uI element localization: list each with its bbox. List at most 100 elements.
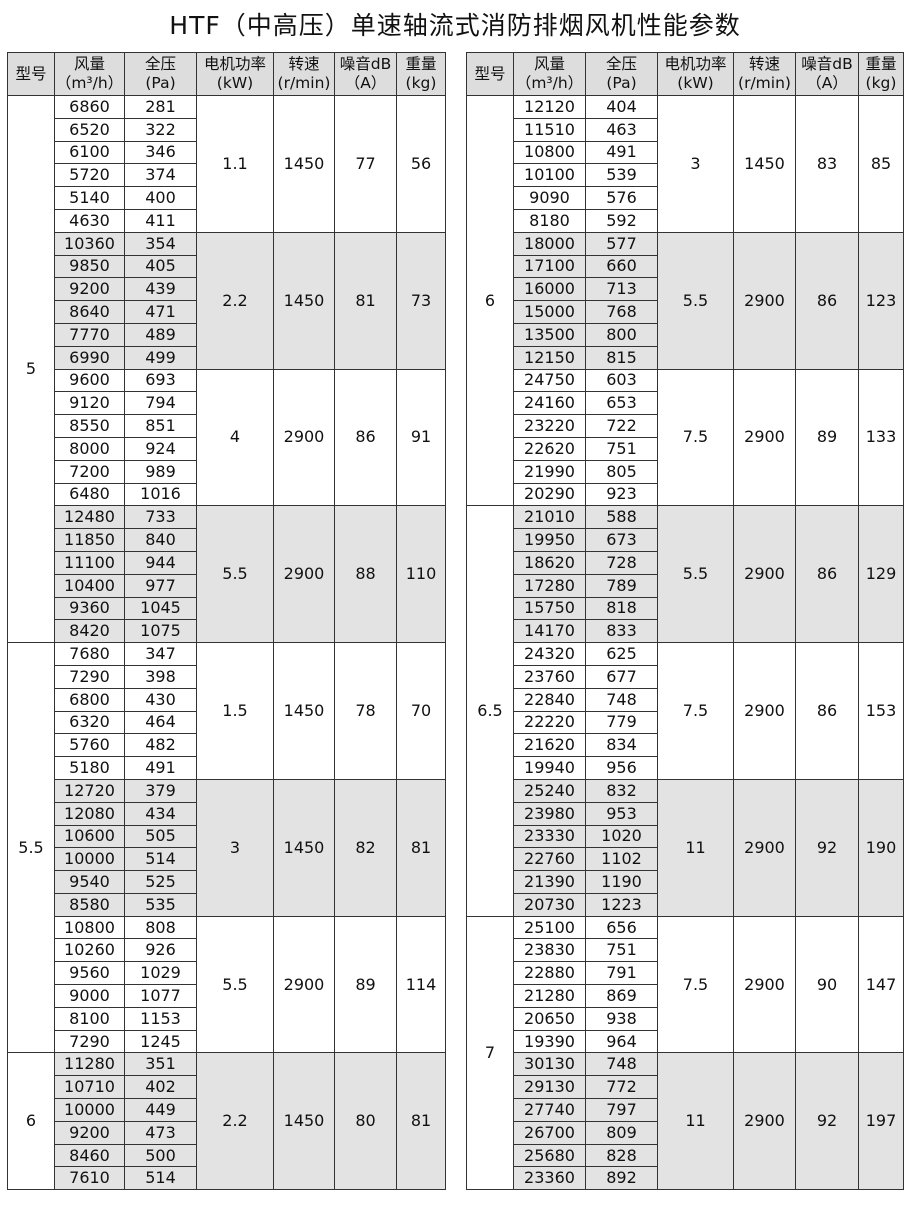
speed-cell: 2900 [273, 505, 335, 644]
table-row: 15000 768 [467, 300, 904, 324]
noise-cell: 88 [334, 505, 397, 644]
airflow-cell: 5720 [54, 163, 125, 188]
pressure-cell: 797 [585, 1098, 658, 1122]
motor-power-cell: 7.5 [657, 642, 734, 780]
weight-cell: 70 [396, 642, 446, 780]
airflow-cell: 20650 [513, 1006, 586, 1031]
table-row: 21990 805 [467, 459, 904, 484]
airflow-cell: 22880 [513, 961, 586, 986]
noise-cell: 82 [334, 778, 397, 917]
pressure-cell: 789 [585, 573, 658, 598]
airflow-cell: 12080 [54, 801, 125, 826]
airflow-cell: 22220 [513, 710, 586, 735]
pressure-cell: 800 [585, 322, 658, 347]
table-row: 9600 693 4 2900 86 91 [8, 368, 446, 507]
pressure-cell: 1077 [124, 984, 197, 1008]
airflow-cell: 8580 [54, 892, 125, 917]
airflow-cell: 12720 [54, 778, 125, 803]
pressure-cell: 489 [124, 322, 197, 347]
pressure-cell: 677 [585, 664, 658, 689]
airflow-cell: 24160 [513, 391, 586, 416]
noise-cell: 86 [795, 642, 859, 780]
airflow-cell: 9090 [513, 186, 586, 210]
weight-cell: 190 [858, 778, 904, 917]
airflow-cell: 26700 [513, 1120, 586, 1145]
noise-cell: 86 [795, 505, 859, 644]
weight-cell: 153 [858, 642, 904, 780]
airflow-cell: 21010 [513, 505, 586, 530]
table-row: 10600 505 [8, 824, 446, 849]
pressure-cell: 625 [585, 642, 658, 666]
model-cell: 6 [466, 94, 514, 507]
airflow-cell: 8550 [54, 414, 125, 438]
airflow-cell: 8640 [54, 300, 125, 324]
speed-cell: 2900 [733, 1052, 796, 1191]
table-row: 18000 577 5.5 2900 86 123 [467, 231, 904, 370]
header-model: 型号 [7, 52, 55, 96]
weight-cell: 85 [858, 95, 904, 233]
airflow-cell: 8180 [513, 208, 586, 233]
pressure-cell: 977 [124, 573, 197, 598]
motor-power-cell: 1.1 [196, 95, 274, 233]
pressure-cell: 748 [585, 687, 658, 712]
airflow-cell: 7680 [54, 642, 125, 666]
table-row: 5.5 7680 347 1.5 1450 78 70 [7, 642, 446, 1054]
table-row: 10710 402 [8, 1075, 446, 1100]
pressure-cell: 660 [585, 254, 658, 279]
airflow-cell: 7200 [54, 459, 125, 484]
table-row: 7770 489 [8, 322, 446, 347]
airflow-cell: 21390 [513, 870, 586, 894]
table-row: 8460 500 [8, 1143, 446, 1168]
airflow-cell: 8460 [54, 1143, 125, 1168]
weight-cell: 73 [396, 231, 446, 370]
airflow-cell: 11100 [54, 550, 125, 575]
airflow-cell: 5180 [54, 756, 125, 780]
airflow-cell: 21280 [513, 984, 586, 1008]
pressure-cell: 525 [124, 870, 197, 894]
airflow-cell: 25240 [513, 778, 586, 803]
motor-power-cell: 5.5 [657, 505, 734, 644]
table-row: 25240 832 11 2900 92 190 [467, 778, 904, 917]
airflow-cell: 30130 [513, 1052, 586, 1077]
pressure-cell: 808 [124, 915, 197, 940]
pressure-cell: 499 [124, 345, 197, 370]
table-row: 9540 525 [8, 870, 446, 894]
table-row: 19390 964 [467, 1029, 904, 1054]
speed-cell: 2900 [733, 915, 796, 1054]
airflow-cell: 7290 [54, 1029, 125, 1054]
table-row: 25680 828 [467, 1143, 904, 1168]
airflow-cell: 19940 [513, 756, 586, 780]
pressure-cell: 834 [585, 733, 658, 758]
motor-power-cell: 4 [196, 368, 274, 507]
table-row: 17100 660 [467, 254, 904, 279]
pressure-cell: 514 [124, 847, 197, 872]
pressure-cell: 832 [585, 778, 658, 803]
noise-cell: 89 [795, 368, 859, 507]
speed-cell: 1450 [273, 95, 335, 233]
header-speed: 转速 (r/min) [733, 52, 796, 96]
airflow-cell: 11850 [54, 528, 125, 552]
table-row: 6480 1016 [8, 482, 446, 507]
table-row: 10800 491 [467, 140, 904, 165]
pressure-cell: 539 [585, 163, 658, 188]
pressure-cell: 818 [585, 596, 658, 621]
pressure-cell: 938 [585, 1006, 658, 1031]
table-row: 5180 491 [8, 756, 446, 780]
table-row: 22760 1102 [467, 847, 904, 872]
pressure-cell: 491 [124, 756, 197, 780]
pressure-cell: 1045 [124, 596, 197, 621]
motor-power-cell: 2.2 [196, 231, 274, 370]
header-noise: 噪音dB （A） [334, 52, 397, 96]
table-row: 8420 1075 [8, 619, 446, 644]
motor-power-cell: 5.5 [196, 505, 274, 644]
page-title: HTF（中高压）单速轴流式消防排烟风机性能参数 [169, 11, 741, 40]
airflow-cell: 6480 [54, 482, 125, 507]
pressure-cell: 693 [124, 368, 197, 393]
model-cell: 7 [466, 915, 514, 1191]
speed-cell: 2900 [733, 642, 796, 780]
table-row: 8550 851 [8, 414, 446, 438]
weight-cell: 91 [396, 368, 446, 507]
airflow-cell: 10360 [54, 231, 125, 256]
table-row: 20730 1223 [467, 892, 904, 917]
motor-power-cell: 11 [657, 1052, 734, 1191]
